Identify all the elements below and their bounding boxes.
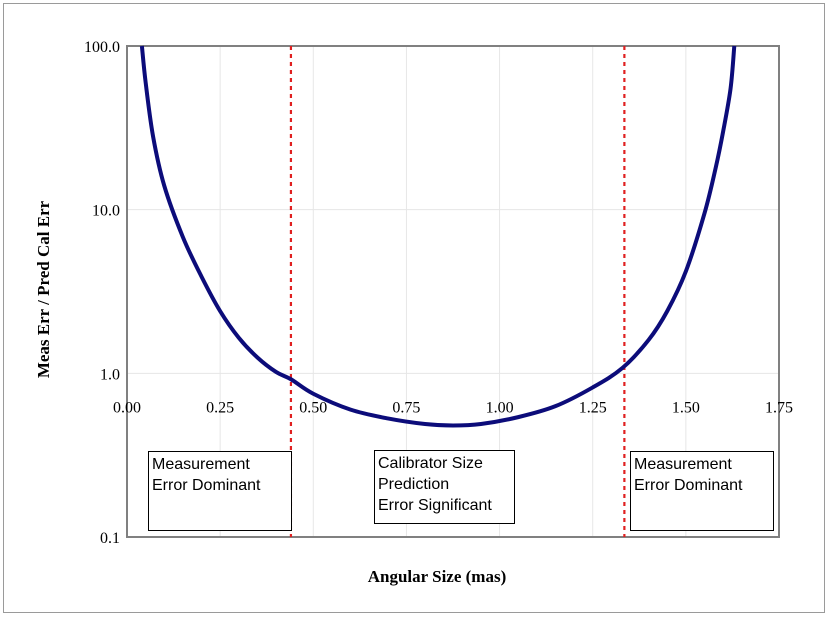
series-layer xyxy=(139,45,737,428)
annotation-line: Prediction xyxy=(378,476,450,493)
annotation-line: Measurement xyxy=(634,456,732,473)
chart-frame xyxy=(3,3,825,613)
annotation-measurement-error-left: Measurement Error Dominant xyxy=(148,451,292,531)
x-axis-title: Angular Size (mas) xyxy=(368,567,507,586)
y-tick-label: 100.0 xyxy=(84,39,120,56)
x-tick-label: 1.00 xyxy=(486,399,514,416)
y-tick-label: 1.0 xyxy=(100,366,120,383)
annotation-line: Error Dominant xyxy=(634,477,743,494)
annotation-line: Calibrator Size xyxy=(378,455,483,472)
x-tick-label: 0.25 xyxy=(206,399,234,416)
x-tick-label: 1.50 xyxy=(672,399,700,416)
annotation-line: Error Dominant xyxy=(152,477,261,494)
plot-area-border xyxy=(126,45,780,538)
x-tick-labels: 0.00 0.25 0.50 0.75 1.00 1.25 1.50 1.75 xyxy=(113,399,793,416)
annotation-line: Error Significant xyxy=(378,497,492,514)
annotation-calibrator-size: Calibrator Size Prediction Error Signifi… xyxy=(374,450,515,524)
x-tick-label: 1.25 xyxy=(579,399,607,416)
x-tick-label: 1.75 xyxy=(765,399,793,416)
annotation-measurement-error-right: Measurement Error Dominant xyxy=(630,451,774,531)
y-tick-label: 0.1 xyxy=(100,530,120,547)
y-tick-labels: 0.1 1.0 10.0 100.0 xyxy=(84,39,120,547)
y-tick-label: 10.0 xyxy=(92,203,120,220)
annotation-line: Measurement xyxy=(152,456,250,473)
series-line xyxy=(139,45,737,428)
y-axis-title: Meas Err / Pred Cal Err xyxy=(34,200,53,378)
x-tick-label: 0.50 xyxy=(299,399,327,416)
x-tick-label: 0.00 xyxy=(113,399,141,416)
x-tick-label: 0.75 xyxy=(392,399,420,416)
